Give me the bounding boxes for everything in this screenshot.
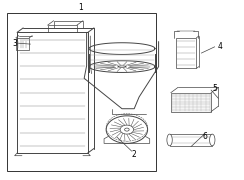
Ellipse shape [167,134,172,146]
Text: 6: 6 [203,132,207,141]
Ellipse shape [210,134,215,146]
Bar [7,13,156,171]
Text: 1: 1 [78,3,83,12]
Bar [171,93,211,112]
Text: 5: 5 [212,84,217,93]
Text: 4: 4 [217,42,222,51]
Bar [170,134,212,146]
Text: 2: 2 [132,150,137,159]
Bar [16,38,29,50]
Text: 3: 3 [12,39,17,48]
Bar [176,38,196,68]
